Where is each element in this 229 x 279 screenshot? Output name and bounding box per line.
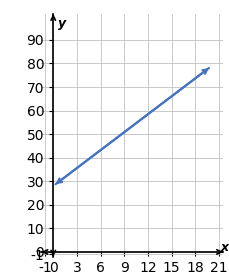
Text: x: x [220, 241, 228, 254]
Text: y: y [58, 18, 66, 30]
